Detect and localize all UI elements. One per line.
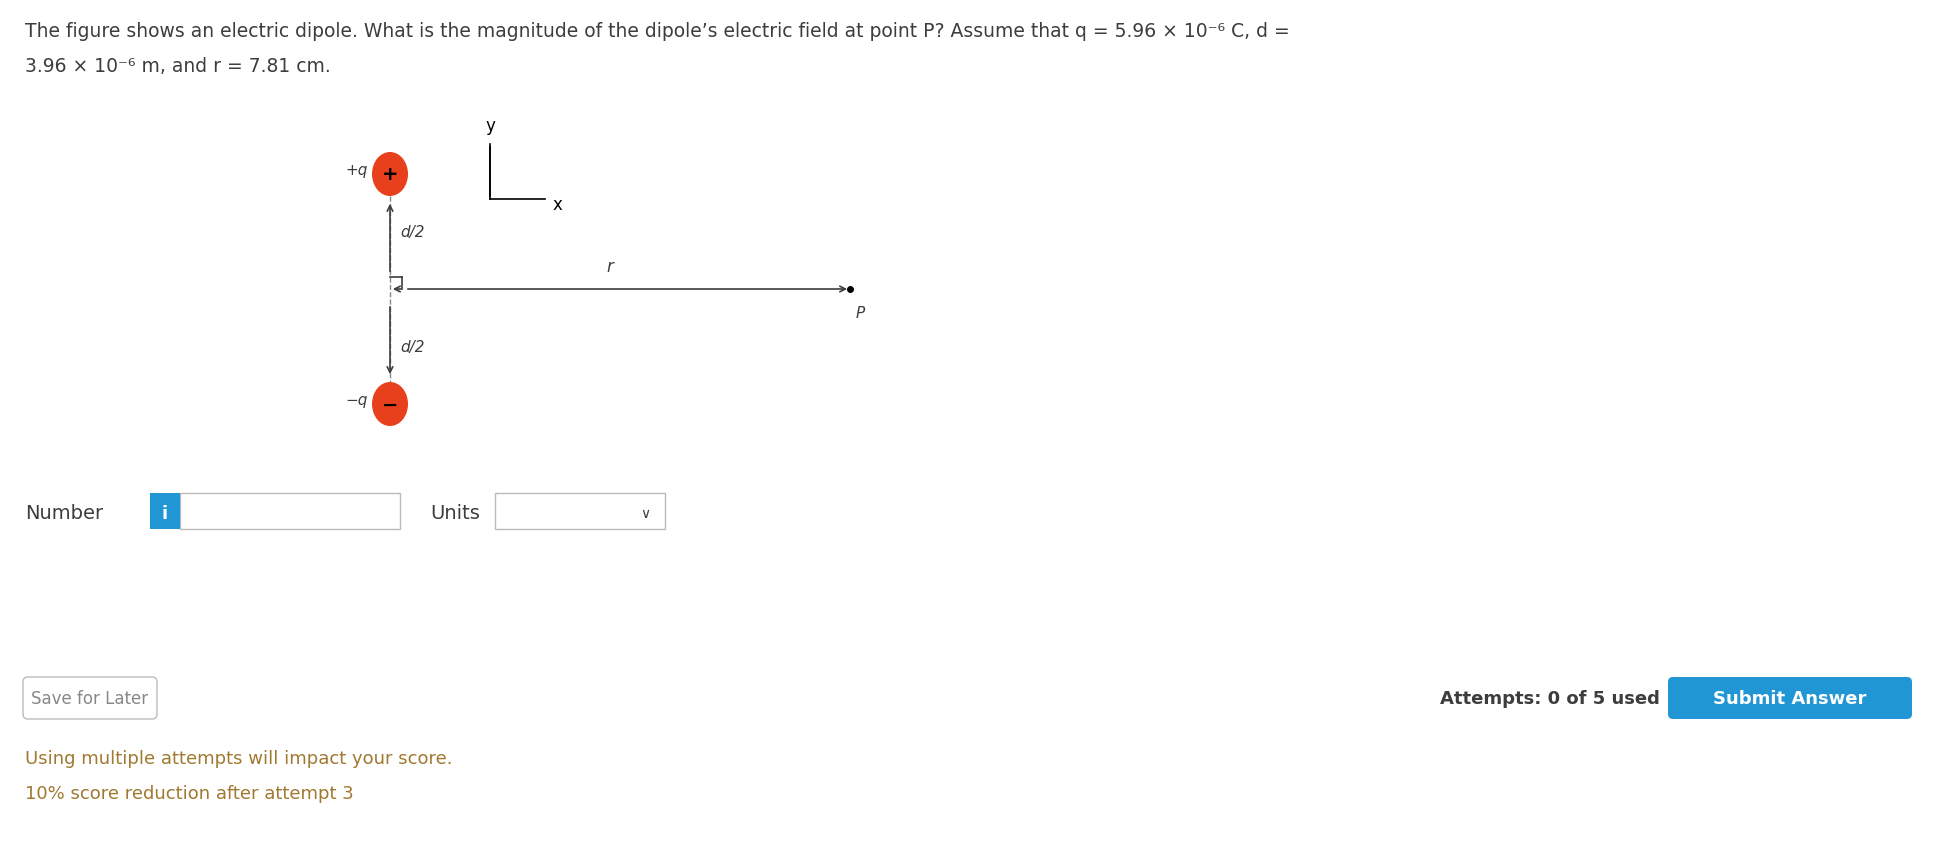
Text: r: r bbox=[607, 257, 613, 276]
Text: Submit Answer: Submit Answer bbox=[1714, 689, 1867, 707]
FancyBboxPatch shape bbox=[1668, 678, 1912, 719]
Ellipse shape bbox=[372, 382, 407, 426]
Bar bbox=[149, 493, 180, 530]
Text: +q: +q bbox=[345, 164, 368, 178]
Ellipse shape bbox=[372, 152, 407, 197]
Text: i: i bbox=[163, 505, 169, 523]
Text: x: x bbox=[553, 195, 562, 214]
Text: 3.96 × 10⁻⁶ m, and r = 7.81 cm.: 3.96 × 10⁻⁶ m, and r = 7.81 cm. bbox=[25, 57, 332, 76]
Text: Units: Units bbox=[430, 504, 479, 523]
Text: Attempts: 0 of 5 used: Attempts: 0 of 5 used bbox=[1441, 689, 1660, 707]
Text: y: y bbox=[485, 117, 494, 135]
Text: d/2: d/2 bbox=[399, 225, 425, 239]
FancyBboxPatch shape bbox=[23, 678, 157, 719]
Bar bbox=[180, 493, 399, 530]
Text: +: + bbox=[382, 165, 397, 184]
Text: ∨: ∨ bbox=[640, 506, 650, 520]
Text: −: − bbox=[382, 395, 397, 414]
Text: P: P bbox=[855, 306, 865, 320]
Text: d/2: d/2 bbox=[399, 339, 425, 355]
Text: Number: Number bbox=[25, 504, 103, 523]
Text: 10% score reduction after attempt 3: 10% score reduction after attempt 3 bbox=[25, 784, 353, 802]
Text: −q: −q bbox=[345, 393, 368, 408]
Text: The figure shows an electric dipole. What is the magnitude of the dipole’s elect: The figure shows an electric dipole. Wha… bbox=[25, 22, 1289, 41]
Text: Save for Later: Save for Later bbox=[31, 689, 149, 707]
Bar bbox=[494, 493, 665, 530]
Text: Using multiple attempts will impact your score.: Using multiple attempts will impact your… bbox=[25, 749, 452, 767]
